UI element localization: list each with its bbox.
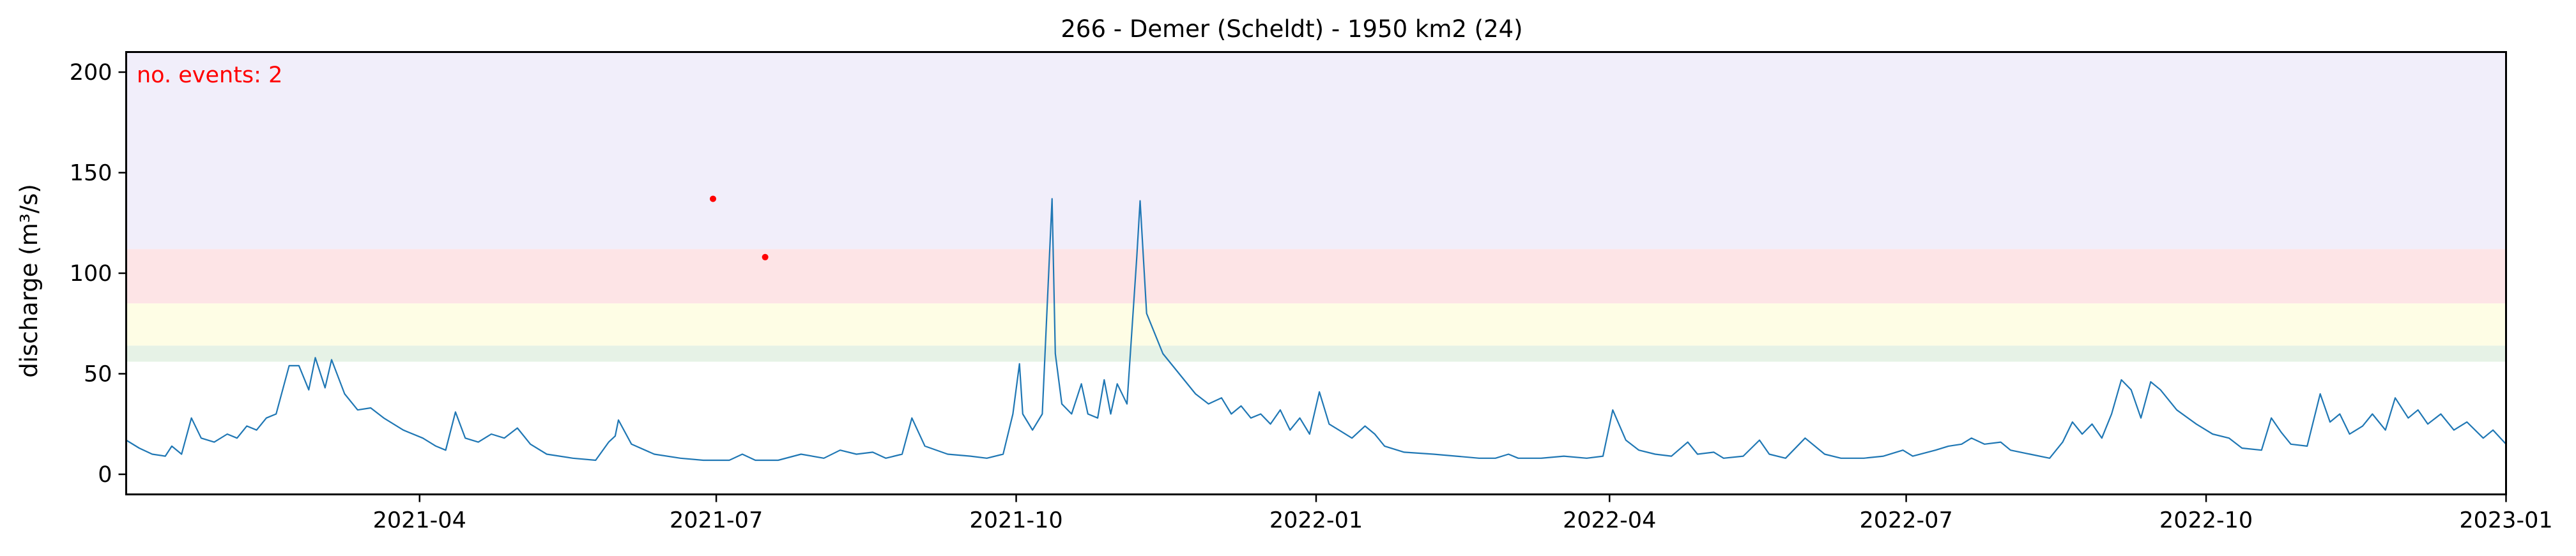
x-tick-label: 2023-01 [2459,508,2552,534]
event-markers [709,195,769,260]
chart-title: 266 - Demer (Scheldt) - 1950 km2 (24) [1061,15,1522,43]
threshold-bands [126,52,2506,362]
threshold-band-2 [126,303,2506,346]
x-tick-label: 2021-10 [969,508,1062,534]
x-tick-label: 2022-01 [1269,508,1363,534]
threshold-band-3 [126,249,2506,304]
x-tick-label: 2022-04 [1563,508,1656,534]
y-axis: 0 50 100 150 200 [70,60,126,488]
event-marker-1 [709,195,716,202]
x-axis: 2021-04 2021-07 2021-10 2022-01 2022-04 2022-… [373,494,2553,534]
y-tick-label: 0 [98,462,112,488]
discharge-line [125,198,2507,462]
y-tick-label: 50 [84,362,112,387]
y-tick-label: 200 [70,60,112,86]
y-axis-label: discharge (m³/s) [15,184,43,378]
discharge-series [125,198,2507,462]
x-tick-label: 2021-04 [373,508,466,534]
threshold-band-4 [126,52,2506,250]
events-count-annotation: no. events: 2 [137,63,282,88]
threshold-band-1 [126,345,2506,362]
y-tick-label: 100 [70,261,112,287]
x-tick-label: 2021-07 [670,508,763,534]
x-tick-label: 2022-10 [2159,508,2253,534]
x-tick-label: 2022-07 [1859,508,1952,534]
event-marker-2 [762,253,769,260]
y-tick-label: 150 [70,161,112,186]
